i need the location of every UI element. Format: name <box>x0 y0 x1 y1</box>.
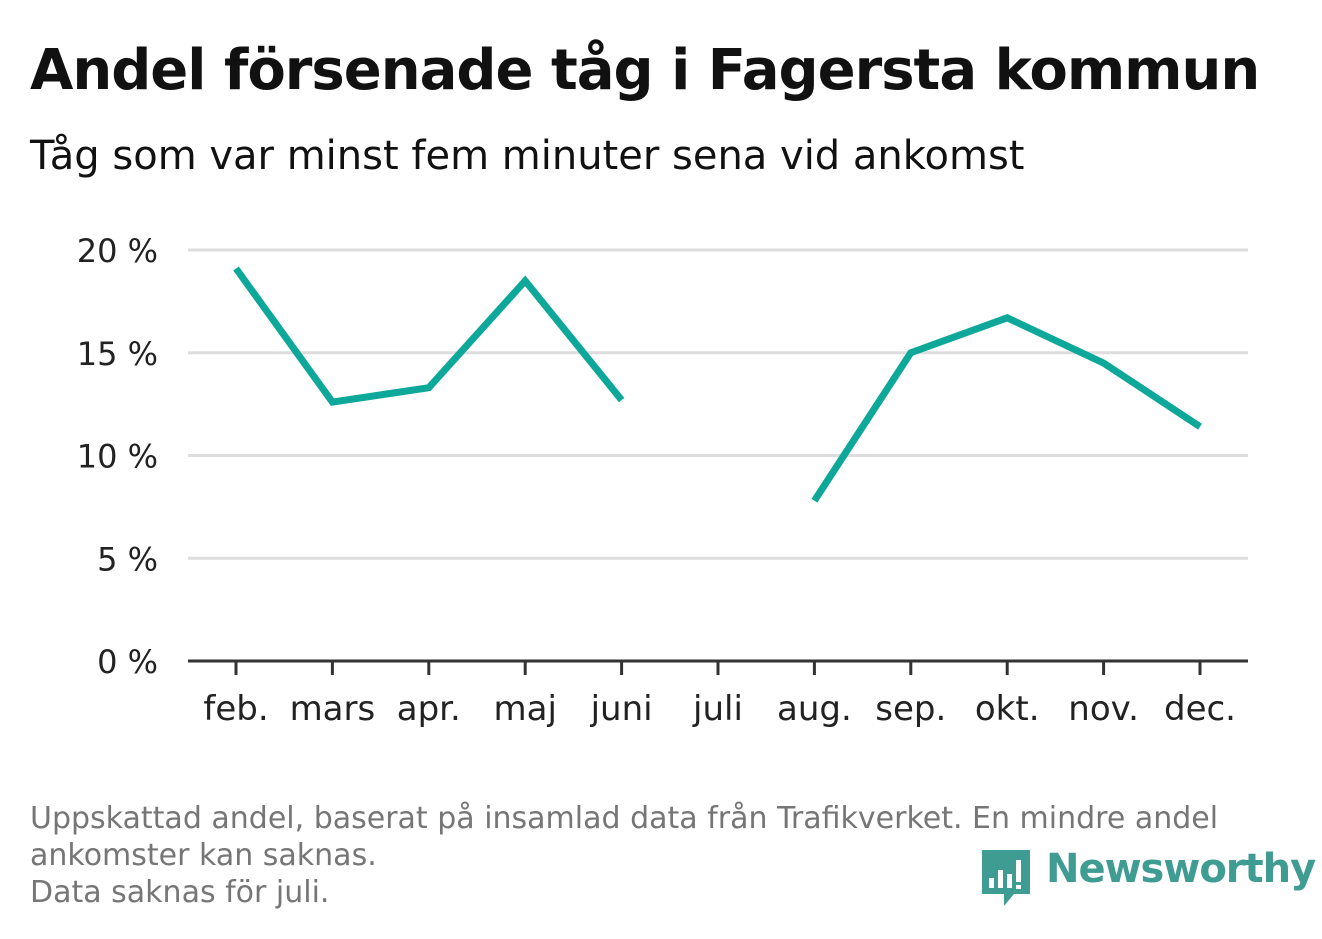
chart-subtitle: Tåg som var minst fem minuter sena vid a… <box>30 133 1025 179</box>
footnote: Uppskattad andel, baserat på insamlad da… <box>30 800 1290 911</box>
brand-name: Newsworthy <box>1046 846 1316 892</box>
footnote-line-1: Uppskattad andel, baserat på insamlad da… <box>30 801 1219 836</box>
x-tick-label: maj <box>493 689 556 729</box>
y-tick-label: 5 % <box>97 540 158 578</box>
x-tick-label: feb. <box>203 689 268 729</box>
footnote-line-3: Data saknas för juli. <box>30 875 330 910</box>
y-tick-labels: 0 % 5 % 10 % 15 % 20 % <box>77 232 158 681</box>
x-tick-label: juli <box>692 689 743 729</box>
x-tick-label: mars <box>290 689 376 729</box>
y-tick-label: 0 % <box>97 643 158 681</box>
x-tick-label: apr. <box>397 689 461 729</box>
newsworthy-logo: Newsworthy <box>980 846 1316 910</box>
x-tick-label: sep. <box>875 689 946 729</box>
x-tick-label: nov. <box>1068 689 1139 729</box>
newsworthy-logo-icon <box>982 850 1030 906</box>
y-tick-label: 15 % <box>77 335 158 373</box>
data-lines <box>233 266 1202 503</box>
line-chart: 0 % 5 % 10 % 15 % 20 % feb. mars apr. maj juni ju… <box>77 232 1248 729</box>
y-tick-label: 20 % <box>77 232 158 270</box>
chart-title: Andel försenade tåg i Fagersta kommun <box>30 38 1260 103</box>
x-tick-label: aug. <box>777 689 852 729</box>
x-tick-label: okt. <box>975 689 1040 729</box>
x-tick-label: dec. <box>1164 689 1236 729</box>
series-line <box>233 266 625 406</box>
x-tick-labels: feb. mars apr. maj juni juli aug. sep. okt. nov. d… <box>203 689 1236 729</box>
footnote-line-2: ankomster kan saknas. <box>30 838 377 873</box>
x-axis <box>188 659 1248 675</box>
gridlines <box>188 248 1248 560</box>
x-tick-label: juni <box>590 689 653 729</box>
series-line <box>811 314 1202 503</box>
y-tick-label: 10 % <box>77 438 158 476</box>
